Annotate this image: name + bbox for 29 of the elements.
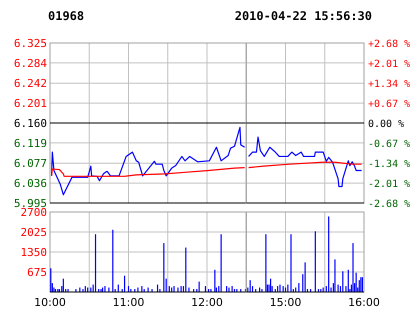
text: +2.68 % [368, 39, 410, 50]
y-tick-label: 6.077 [14, 157, 47, 170]
y-tick-label: 6.119 [14, 136, 47, 150]
line-series [50, 167, 246, 177]
chart-title: 2010-04-22 15:56:30 [234, 9, 372, 23]
y-tick-label: 1350 [20, 246, 47, 259]
x-tick-label: 16:00 [348, 296, 380, 309]
x-tick-label: 11:00 [112, 296, 144, 309]
y-tick-label: 6.284 [14, 56, 48, 70]
text: +2.01 % [368, 59, 410, 70]
y-tick-label: 6.160 [14, 117, 47, 130]
text: -2.01 % [368, 179, 410, 190]
x-tick-label: 12:00 [191, 296, 223, 309]
y-tick-label: 2025 [20, 226, 47, 239]
x-tick-label: 15:00 [270, 296, 302, 309]
text: 0.00 % [368, 119, 404, 130]
y-tick-label: 2700 [20, 206, 47, 219]
y-tick-label: 6.201 [14, 97, 47, 110]
text: +1.34 % [368, 79, 410, 90]
y-tick-label: 6.325 [14, 37, 47, 50]
text: -1.34 % [368, 159, 410, 170]
text: -0.67 % [368, 139, 410, 150]
y-tick-label: 6.036 [14, 177, 47, 190]
text: -2.68 % [368, 199, 410, 210]
chart-title: 01968 [48, 9, 84, 23]
x-tick-label: 10:00 [34, 296, 66, 309]
y-tick-label: 6.242 [14, 77, 47, 90]
y-tick-label: 675 [27, 266, 47, 279]
text: +0.67 % [368, 99, 410, 110]
